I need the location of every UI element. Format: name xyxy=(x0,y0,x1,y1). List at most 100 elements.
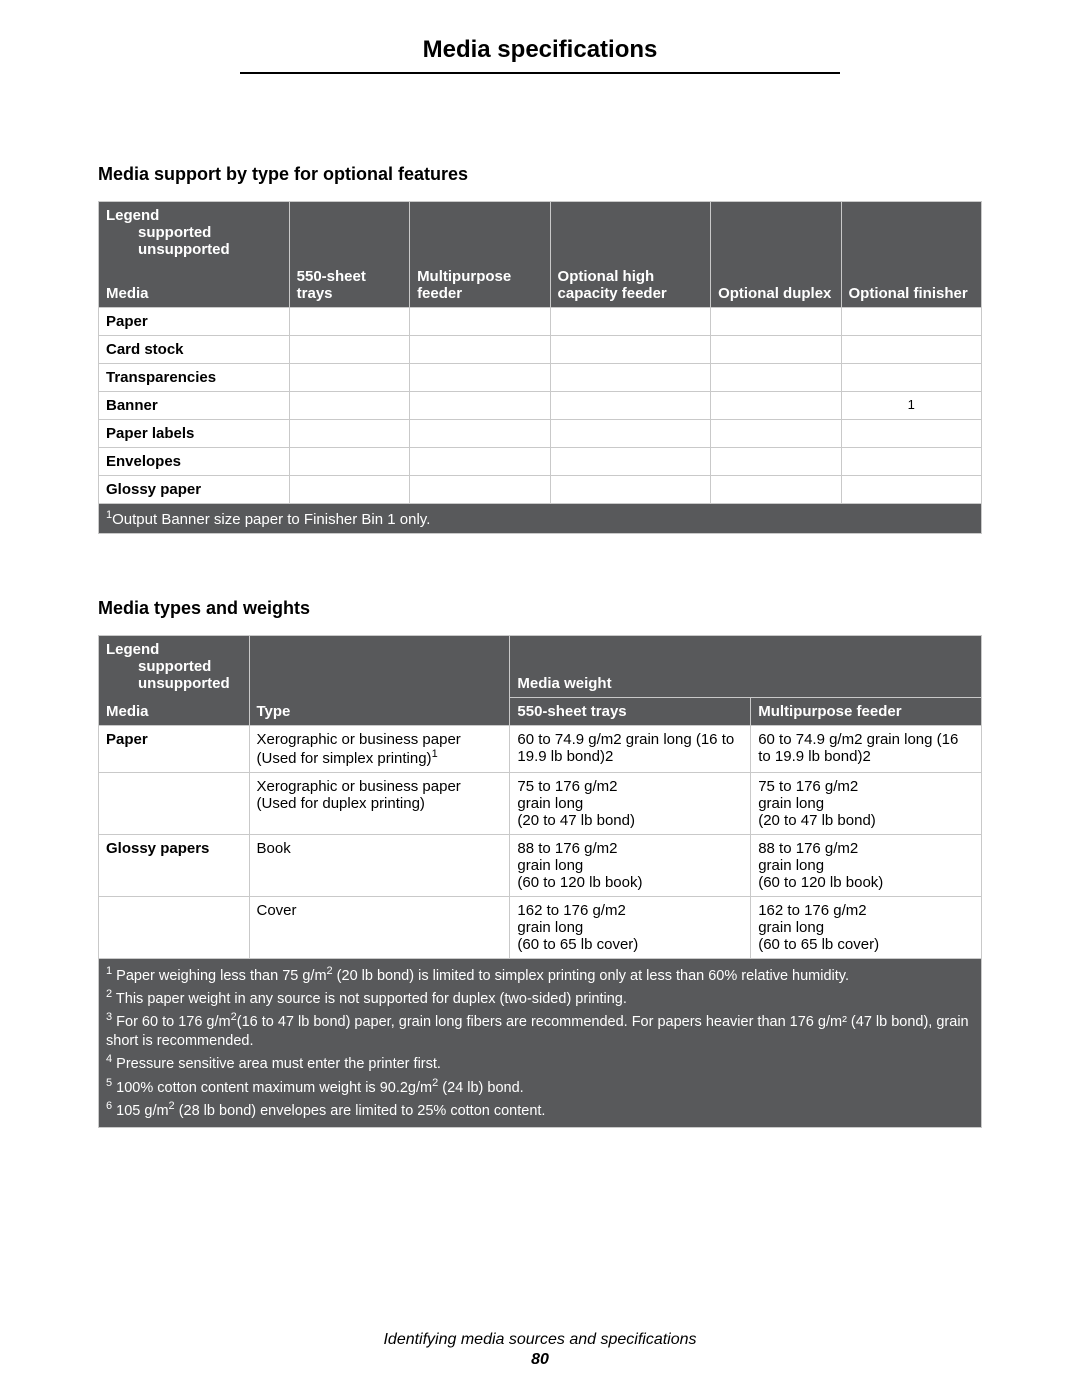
table-cell: Xerographic or business paper(Used for s… xyxy=(249,725,510,772)
footnote-line: 2 This paper weight in any source is not… xyxy=(106,987,974,1008)
table-cell: 60 to 74.9 g/m2 grain long (16 to 19.9 l… xyxy=(751,725,982,772)
table-cell: 75 to 176 g/m2grain long(20 to 47 lb bon… xyxy=(510,772,751,834)
col-media: Media xyxy=(99,263,290,308)
col-mp: Multipurpose feeder xyxy=(410,263,550,308)
footnote-text: Output Banner size paper to Finisher Bin… xyxy=(112,511,430,528)
col-mp-empty xyxy=(410,202,550,264)
col2-type: Type xyxy=(249,697,510,725)
table-cell: 60 to 74.9 g/m2 grain long (16 to 19.9 l… xyxy=(510,725,751,772)
table-cell: 88 to 176 g/m2grain long(60 to 120 lb bo… xyxy=(510,834,751,896)
col-ohc: Optional high capacity feeder xyxy=(550,263,711,308)
table2-footnotes: 1 Paper weighing less than 75 g/m2 (20 l… xyxy=(99,958,982,1128)
col-ohc-empty xyxy=(550,202,711,264)
table-cell xyxy=(550,308,711,336)
col2-mp: Multipurpose feeder xyxy=(751,697,982,725)
table-cell: Cover xyxy=(249,896,510,958)
table-cell: 1 xyxy=(841,392,982,420)
legend2-header: Legend supported unsupported xyxy=(99,636,250,698)
table-row: Glossy paper xyxy=(99,476,982,504)
table-cell xyxy=(711,476,841,504)
table-cell: 162 to 176 g/m2grain long(60 to 65 lb co… xyxy=(751,896,982,958)
col2-550: 550-sheet trays xyxy=(510,697,751,725)
table-row: Banner1 xyxy=(99,392,982,420)
table-cell xyxy=(289,448,409,476)
table-cell xyxy=(711,420,841,448)
table-cell xyxy=(841,476,982,504)
table-cell: Paper xyxy=(99,725,250,772)
table-cell xyxy=(550,448,711,476)
legend2-supported: supported xyxy=(106,658,242,675)
table-row: Card stock xyxy=(99,336,982,364)
table-cell xyxy=(841,448,982,476)
table-cell xyxy=(711,448,841,476)
page-footer: Identifying media sources and specificat… xyxy=(0,1331,1080,1369)
col2-type-empty xyxy=(249,636,510,698)
legend-unsupported: unsupported xyxy=(106,241,282,258)
table-row: Envelopes xyxy=(99,448,982,476)
table-cell xyxy=(99,772,250,834)
footer-caption: Identifying media sources and specificat… xyxy=(383,1331,696,1348)
table-cell xyxy=(289,308,409,336)
table-row: Xerographic or business paper(Used for d… xyxy=(99,772,982,834)
table-cell: Paper labels xyxy=(99,420,290,448)
table-cell xyxy=(711,364,841,392)
legend-title: Legend xyxy=(106,207,159,224)
table-cell: Transparencies xyxy=(99,364,290,392)
table-row: Transparencies xyxy=(99,364,982,392)
table-cell xyxy=(289,336,409,364)
footnote-line: 3 For 60 to 176 g/m2(16 to 47 lb bond) p… xyxy=(106,1010,974,1050)
footnote-line: 5 100% cotton content maximum weight is … xyxy=(106,1076,974,1097)
col2-mediaweight: Media weight xyxy=(510,636,982,698)
table-cell xyxy=(841,420,982,448)
table-cell xyxy=(841,364,982,392)
table-cell xyxy=(410,476,550,504)
table-row: Glossy papersBook88 to 176 g/m2grain lon… xyxy=(99,834,982,896)
section2-heading: Media types and weights xyxy=(98,598,982,619)
title-rule xyxy=(240,72,840,74)
table-media-weights: Legend supported unsupported Media weigh… xyxy=(98,635,982,1128)
table-cell: Xerographic or business paper(Used for d… xyxy=(249,772,510,834)
table-row: Paper xyxy=(99,308,982,336)
col-duplex: Optional duplex xyxy=(711,263,841,308)
table-cell: Glossy paper xyxy=(99,476,290,504)
table-cell xyxy=(550,336,711,364)
table-row: PaperXerographic or business paper(Used … xyxy=(99,725,982,772)
table-cell xyxy=(841,308,982,336)
table1-footnote: 1Output Banner size paper to Finisher Bi… xyxy=(99,504,982,534)
col-duplex-empty xyxy=(711,202,841,264)
table-cell: 162 to 176 g/m2grain long(60 to 65 lb co… xyxy=(510,896,751,958)
col-550: 550-sheet trays xyxy=(289,263,409,308)
table-cell xyxy=(410,420,550,448)
col-550-empty xyxy=(289,202,409,264)
col2-media: Media xyxy=(99,697,250,725)
table-cell xyxy=(410,336,550,364)
table-cell xyxy=(841,336,982,364)
table-cell: 88 to 176 g/m2grain long(60 to 120 lb bo… xyxy=(751,834,982,896)
table-cell: Book xyxy=(249,834,510,896)
table-cell xyxy=(550,392,711,420)
legend2-unsupported: unsupported xyxy=(106,675,242,692)
table-row: Cover162 to 176 g/m2grain long(60 to 65 … xyxy=(99,896,982,958)
table-cell: Paper xyxy=(99,308,290,336)
footnote-line: 1 Paper weighing less than 75 g/m2 (20 l… xyxy=(106,964,974,985)
table-cell xyxy=(711,336,841,364)
table-cell: Envelopes xyxy=(99,448,290,476)
table-cell xyxy=(410,308,550,336)
footnote-line: 6 105 g/m2 (28 lb bond) envelopes are li… xyxy=(106,1099,974,1120)
table-cell: 75 to 176 g/m2grain long(20 to 47 lb bon… xyxy=(751,772,982,834)
table-row: Paper labels xyxy=(99,420,982,448)
col-finisher: Optional finisher xyxy=(841,263,982,308)
legend2-title: Legend xyxy=(106,641,159,658)
table-cell xyxy=(289,364,409,392)
legend-supported: supported xyxy=(106,224,282,241)
table-media-support: Legend supported unsupported Media 550-s… xyxy=(98,201,982,534)
table-cell xyxy=(410,392,550,420)
col-finisher-empty xyxy=(841,202,982,264)
page-title: Media specifications xyxy=(98,36,982,64)
table-cell xyxy=(550,420,711,448)
table-cell xyxy=(99,896,250,958)
table-cell: Card stock xyxy=(99,336,290,364)
table-cell xyxy=(289,392,409,420)
table-cell xyxy=(711,308,841,336)
footer-page-number: 80 xyxy=(0,1351,1080,1369)
